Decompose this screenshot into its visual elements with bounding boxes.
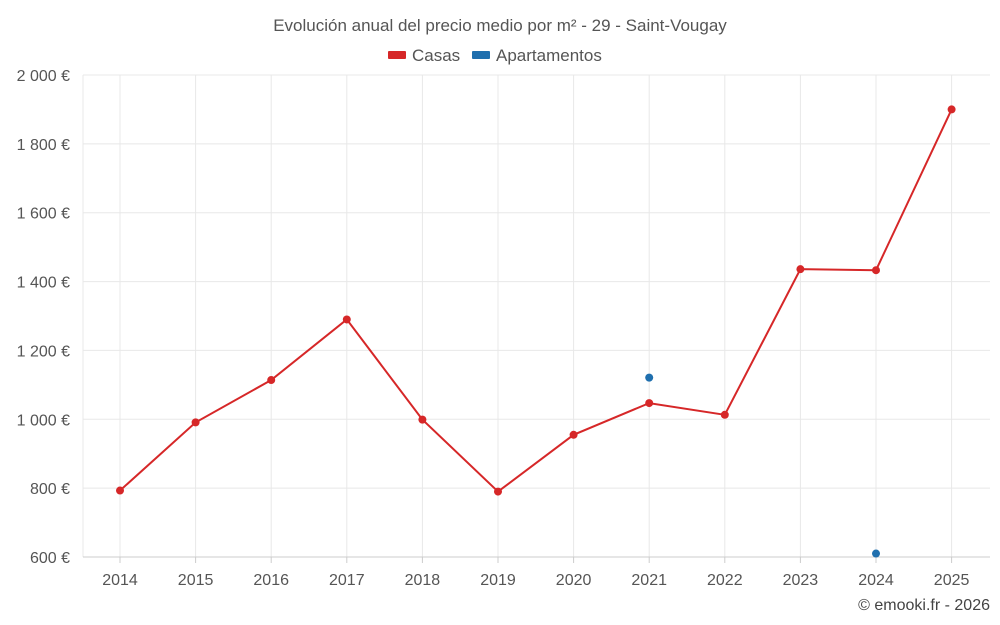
data-point[interactable] — [947, 105, 956, 114]
series-layer — [116, 105, 956, 558]
x-tick-label: 2016 — [253, 572, 289, 589]
data-point[interactable] — [872, 266, 880, 275]
legend-item-casas[interactable]: Casas — [388, 46, 460, 65]
data-point[interactable] — [191, 418, 200, 427]
series-line — [119, 109, 953, 493]
x-tick-label: 2023 — [783, 572, 819, 589]
chart-title: Evolución anual del precio medio por m² … — [273, 16, 727, 35]
x-tick-label: 2020 — [556, 572, 592, 589]
x-tick-label: 2024 — [858, 572, 894, 589]
x-tick-label: 2021 — [631, 572, 667, 589]
data-point[interactable] — [116, 486, 124, 495]
series-apartamentos — [645, 373, 880, 558]
y-tick-label: 1 800 € — [17, 137, 70, 154]
legend[interactable]: Casas Apartamentos — [388, 46, 602, 65]
y-tick-label: 600 € — [30, 550, 70, 567]
data-point[interactable] — [342, 315, 351, 324]
y-tick-label: 1 400 € — [17, 275, 70, 292]
y-tick-label: 1 600 € — [17, 206, 70, 223]
grid — [82, 74, 990, 558]
legend-swatch — [388, 51, 406, 59]
credit-text: © emooki.fr - 2026 — [858, 597, 990, 614]
x-tick-label: 2019 — [480, 572, 516, 589]
x-tick-label: 2025 — [934, 572, 970, 589]
x-tick-label: 2014 — [102, 572, 138, 589]
data-point[interactable] — [645, 373, 654, 382]
data-point[interactable] — [720, 410, 729, 419]
x-tick-label: 2022 — [707, 572, 743, 589]
legend-swatch — [472, 51, 490, 59]
data-point[interactable] — [418, 415, 427, 424]
x-axis: 2014 2015 2016 2017 2018 2019 2020 2021 2022 2023… — [102, 557, 969, 589]
y-tick-label: 800 € — [30, 481, 70, 498]
legend-label: Casas — [412, 46, 460, 65]
data-point[interactable] — [267, 376, 276, 385]
data-point[interactable] — [645, 399, 654, 408]
legend-item-apartamentos[interactable]: Apartamentos — [472, 46, 602, 65]
x-tick-label: 2018 — [405, 572, 441, 589]
y-axis: 600 € 800 € 1 000 € 1 200 € 1 400 € 1 600 € 1 … — [17, 68, 70, 567]
data-point[interactable] — [796, 265, 805, 274]
y-tick-label: 2 000 € — [17, 68, 70, 85]
data-point[interactable] — [494, 487, 502, 496]
data-point[interactable] — [872, 549, 880, 558]
data-point[interactable] — [569, 430, 578, 439]
series-casas — [116, 105, 956, 496]
y-tick-label: 1 200 € — [17, 343, 70, 360]
y-tick-label: 1 000 € — [17, 412, 70, 429]
legend-label: Apartamentos — [496, 46, 602, 65]
x-tick-label: 2017 — [329, 572, 365, 589]
x-tick-label: 2015 — [178, 572, 214, 589]
